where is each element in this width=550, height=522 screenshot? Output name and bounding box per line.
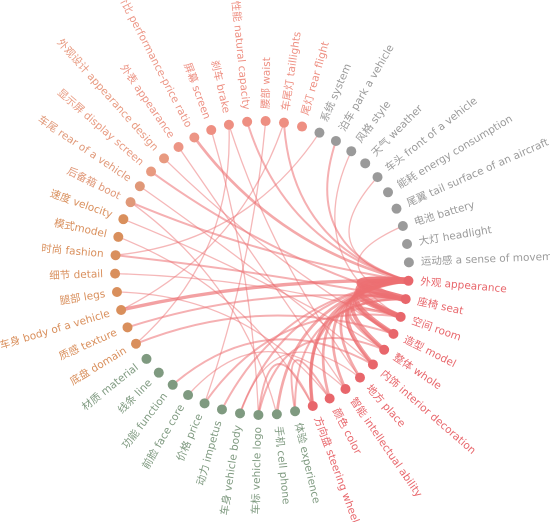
node: [153, 367, 164, 378]
node: [159, 153, 170, 164]
edge: [339, 279, 409, 379]
node: [173, 141, 184, 152]
node: [330, 135, 341, 146]
edge: [348, 176, 409, 282]
node: [391, 203, 402, 214]
node: [253, 409, 264, 420]
edge: [294, 298, 406, 412]
node: [118, 214, 129, 225]
node-label: 车尾灯 taillights: [279, 31, 304, 112]
edge: [357, 225, 406, 300]
edge: [187, 351, 346, 396]
node-label: 车身 vehicle body: [218, 424, 244, 516]
node-label: 泊车 park a vehicle: [336, 42, 397, 134]
node: [372, 172, 383, 183]
node: [297, 121, 308, 132]
edge: [115, 272, 401, 318]
node: [403, 275, 414, 286]
node: [146, 166, 157, 177]
node: [397, 221, 408, 232]
edge: [203, 313, 401, 404]
edge: [193, 136, 409, 283]
node: [116, 304, 127, 315]
node-label: 车标 vehicle logo: [249, 427, 264, 515]
edges: [115, 120, 409, 416]
edge: [135, 124, 230, 345]
node: [183, 390, 194, 401]
node-label: 手机 cell phone: [272, 425, 293, 505]
node-label: 方向盘 steering wheel: [311, 415, 362, 522]
node-label: 细节 detail: [49, 267, 103, 282]
node: [216, 404, 227, 415]
edge: [290, 359, 331, 412]
node: [340, 384, 351, 395]
edge: [345, 297, 406, 366]
node: [111, 287, 122, 298]
node: [110, 268, 121, 279]
edge: [115, 132, 320, 256]
node: [271, 409, 282, 420]
node: [403, 257, 414, 268]
node: [206, 125, 217, 136]
node: [113, 231, 124, 242]
node: [223, 119, 234, 130]
node: [189, 132, 200, 143]
node-label: 外观 appearance: [420, 276, 507, 296]
node: [383, 187, 394, 198]
node: [379, 344, 390, 355]
edge: [210, 129, 260, 415]
node: [395, 311, 406, 322]
edge: [203, 120, 267, 404]
node: [314, 127, 325, 138]
node: [141, 353, 152, 364]
node: [290, 406, 301, 417]
node: [122, 322, 133, 333]
edge: [326, 140, 409, 282]
node: [360, 158, 371, 169]
node: [346, 146, 357, 157]
edge: [130, 201, 278, 415]
node: [324, 393, 335, 404]
node-label: 座椅 seat: [416, 295, 465, 318]
node: [125, 197, 136, 208]
node-label: 时尚 fashion: [41, 242, 104, 260]
node-label: 性能 natural capacity: [229, 0, 253, 110]
node: [400, 294, 411, 305]
edge: [257, 337, 385, 416]
edge: [120, 122, 285, 311]
edge: [135, 314, 394, 345]
node: [130, 338, 141, 349]
edge: [130, 201, 409, 282]
node: [354, 372, 365, 383]
node-label: 模式model: [53, 216, 108, 240]
node: [199, 398, 210, 409]
edge: [163, 157, 394, 335]
node-label: 腰部 waist: [259, 57, 273, 109]
node: [307, 400, 318, 411]
node: [367, 359, 378, 370]
edge: [228, 124, 361, 378]
node: [110, 250, 121, 261]
node: [260, 116, 271, 127]
node: [167, 379, 178, 390]
node: [134, 181, 145, 192]
node: [235, 408, 246, 419]
node-label: 腿部 legs: [59, 287, 106, 307]
node: [278, 117, 289, 128]
edge: [257, 363, 314, 416]
node-label: 大灯 headlight: [418, 223, 493, 248]
edge: [123, 218, 385, 351]
node-label: 运动感 a sense of movemen: [421, 249, 550, 268]
node: [242, 116, 253, 127]
edge: [118, 236, 314, 407]
node: [388, 328, 399, 339]
node-label: 刹车 brake: [208, 59, 233, 114]
node: [402, 238, 413, 249]
